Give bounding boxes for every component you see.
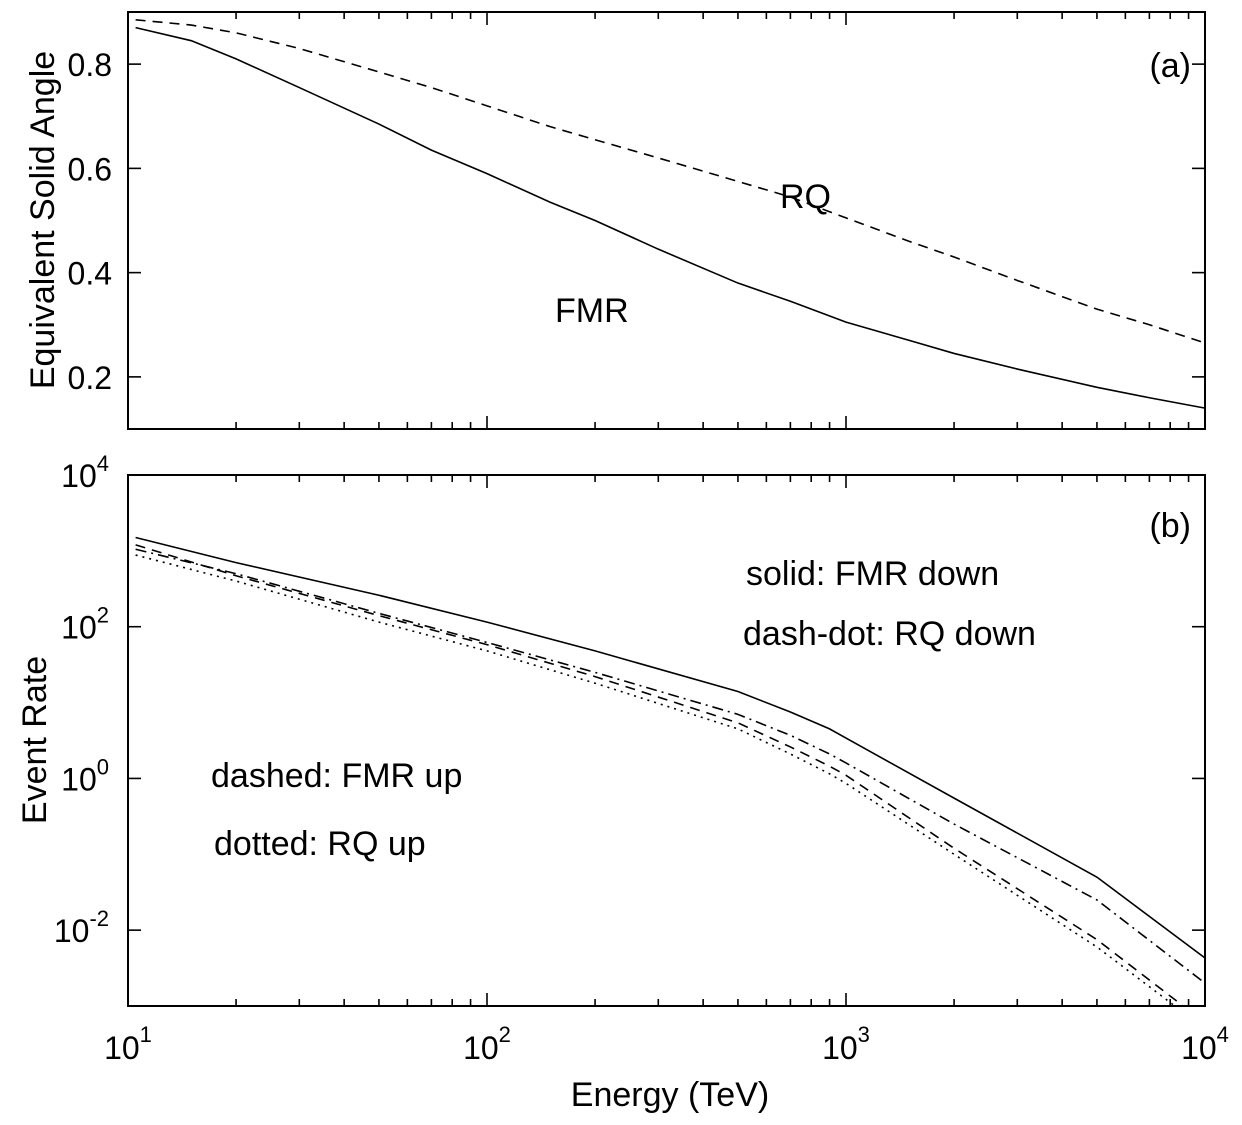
x-tick-label: 101 <box>104 1022 152 1066</box>
x-axis-label: Energy (TeV) <box>571 1076 769 1114</box>
annotation-dashed-fmr-up: dashed: FMR up <box>211 757 462 795</box>
panel-a-series-fmr <box>135 26 1206 409</box>
panel-a-curves <box>135 19 1206 409</box>
panel-a-plot-frame <box>127 11 1206 430</box>
panel-a-y-axis-label: Equivalent Solid Angle <box>24 51 62 389</box>
x-tick-labels: 101 102 103 104 <box>104 1022 1229 1066</box>
panel-b-plot-frame <box>127 474 1206 1007</box>
panel-a-ticks <box>128 12 1205 429</box>
panel-b-label: (b) <box>1149 507 1191 545</box>
panel-a-y-tick-label: 0.8 <box>68 47 112 83</box>
panel-a-y-tick-labels: 0.2 0.4 0.6 0.8 <box>68 47 112 396</box>
panel-b-series-rq-down <box>135 548 1205 984</box>
x-tick-label: 103 <box>822 1022 870 1066</box>
panel-b-ticks <box>128 475 1205 1006</box>
panel-a-series-rq <box>135 19 1206 344</box>
annotation-fmr: FMR <box>555 292 629 330</box>
annotation-dash-dot-rq-down: dash-dot: RQ down <box>743 615 1036 653</box>
panel-b-curves <box>135 536 1205 1006</box>
panel-b-y-tick-label: 104 <box>61 451 109 494</box>
panel-a-solid-angle: 0.20.40.60.8 Equivalent Solid Angle (a) … <box>24 11 1206 430</box>
panel-b-series-fmr-down <box>135 536 1205 959</box>
panel-b-y-tick-labels: 10-2 100 102 104 <box>54 451 109 949</box>
panel-b-y-tick-label: 100 <box>61 754 109 797</box>
panel-b-event-rate: 10-2 100 102 104 101 102 103 104 Event Rate En… <box>16 451 1229 1114</box>
panel-a-y-tick-label: 0.2 <box>68 360 112 396</box>
panel-a-label: (a) <box>1149 47 1191 85</box>
panel-a-y-tick-label: 0.4 <box>68 256 112 292</box>
panel-b-y-tick-label: 10-2 <box>54 906 109 949</box>
annotation-dotted-rq-up: dotted: RQ up <box>214 825 426 863</box>
x-tick-label: 102 <box>463 1022 511 1066</box>
x-tick-label: 104 <box>1181 1022 1229 1066</box>
panel-b-series-fmr-up <box>135 544 1185 1006</box>
annotation-rq: RQ <box>780 178 831 216</box>
panel-b-y-axis-label: Event Rate <box>16 656 54 824</box>
panel-b-y-tick-label: 102 <box>61 603 109 646</box>
annotation-solid-fmr-down: solid: FMR down <box>746 555 999 593</box>
panel-a-y-tick-label: 0.6 <box>68 151 112 187</box>
